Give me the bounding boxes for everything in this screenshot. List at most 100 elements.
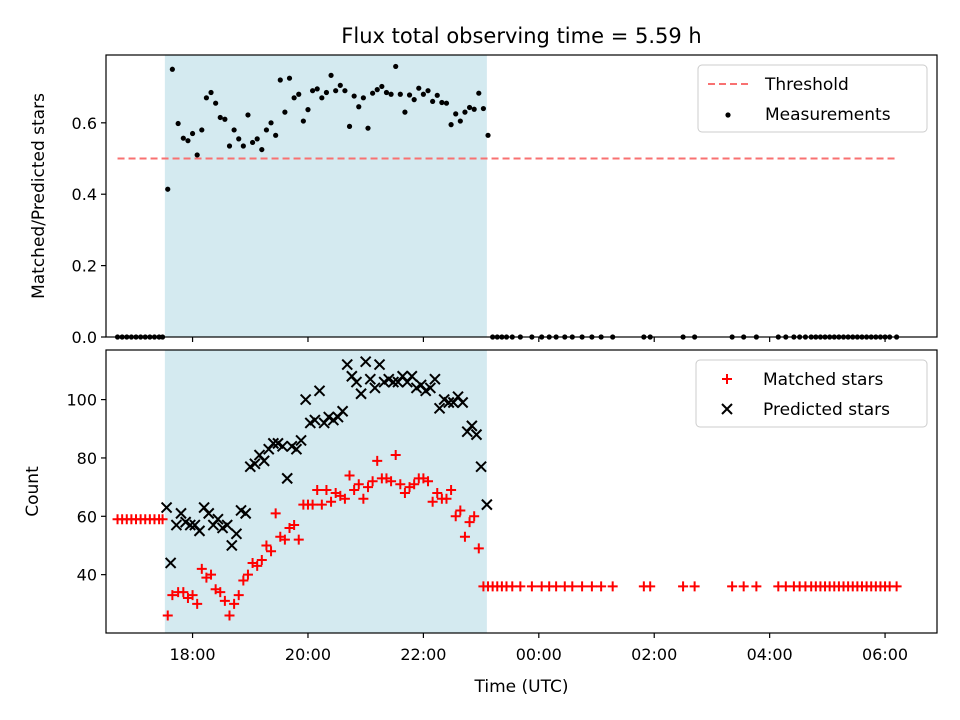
predicted-star-point [313, 385, 326, 397]
predicted-star-point [387, 376, 400, 388]
matched-star-point [219, 595, 230, 606]
predicted-star-point [212, 513, 224, 525]
matched-star-point [441, 493, 452, 504]
matched-star-point [891, 581, 902, 592]
measurement-point [448, 122, 454, 128]
y-tick-label: 0.4 [72, 185, 97, 204]
measurement-point [434, 92, 440, 98]
measurement-point [273, 132, 279, 138]
matched-star-point [187, 590, 198, 601]
matched-star-point [256, 555, 267, 566]
measurement-point [169, 66, 175, 72]
matched-star-point [446, 485, 457, 496]
matched-star-point [367, 476, 378, 487]
matched-star-point [196, 563, 207, 574]
measurement-point [314, 86, 320, 92]
measurement-point [397, 91, 403, 97]
measurement-point [485, 132, 491, 138]
legend-predicted-label: Predicted stars [763, 400, 890, 420]
measurement-point [346, 123, 353, 129]
measurement-point [383, 89, 390, 96]
measurement-point [249, 139, 256, 146]
matched-star-point [293, 534, 304, 545]
x-tick-label: 18:00 [170, 645, 216, 664]
measurement-point [222, 116, 228, 122]
matched-star-point [316, 499, 327, 510]
top-legend-box [697, 64, 928, 133]
measurement-point [185, 138, 191, 144]
matched-star-point [312, 485, 323, 496]
matched-star-point [738, 581, 749, 592]
matched-star-point [399, 487, 410, 498]
predicted-star-point [281, 472, 293, 485]
measurement-point [370, 90, 376, 96]
predicted-star-point [456, 396, 469, 409]
measurement-point [263, 127, 270, 133]
measurement-point [388, 91, 394, 97]
bottom-plot-frame [105, 349, 938, 634]
matched-star-point [596, 581, 607, 592]
measurement-point [420, 91, 426, 97]
predicted-star-point [364, 373, 377, 385]
measurement-point [462, 109, 468, 115]
measurement-point [471, 106, 477, 112]
predicted-star-point [160, 501, 173, 514]
x-axis-label: Time (UTC) [474, 677, 569, 697]
measurement-point [379, 83, 385, 90]
y-tick-label: 0.6 [72, 114, 97, 133]
predicted-star-point [249, 458, 261, 470]
count-panel: 40 60 80 100 18:00 20:00 22:00 00:00 02:00 04:00… [23, 349, 938, 697]
y-tick-label: 40 [77, 566, 97, 585]
matched-star-point [224, 610, 235, 621]
predicted-star-point [481, 498, 493, 511]
measurement-point [430, 98, 436, 105]
measurement-point [254, 136, 260, 142]
matched-star-point [607, 581, 618, 592]
measurement-point [217, 114, 223, 121]
y-tick-label: 0.2 [72, 257, 97, 276]
predicted-star-point [406, 370, 418, 382]
matched-star-point [459, 531, 470, 542]
measurement-point [282, 109, 288, 115]
measurement-point [319, 95, 325, 101]
matched-star-point [238, 575, 249, 586]
matched-star-point [192, 598, 203, 609]
measurement-point [457, 118, 463, 124]
matched-star-point [326, 496, 337, 507]
matched-star-point [386, 476, 397, 487]
predicted-star-point [193, 525, 206, 537]
matched-star-point [215, 587, 226, 598]
matched-star-point [167, 590, 178, 601]
predicted-star-point [290, 443, 303, 455]
bottom-x-axis-ticks: 18:00 20:00 22:00 00:00 02:00 04:00 06:00 [170, 633, 908, 664]
measurement-point [277, 77, 283, 83]
predicted-star-point [239, 507, 252, 520]
measurement-point [175, 120, 181, 127]
bottom-legend: Matched stars Predicted stars [695, 359, 928, 428]
matched-star-point [266, 546, 277, 557]
x-tick-label: 00:00 [516, 645, 562, 664]
y-tick-label: 80 [77, 449, 97, 468]
matched-star-point [270, 508, 281, 519]
predicted-star-point [203, 507, 215, 520]
predicted-star-point [336, 405, 349, 417]
matched-star-point [751, 581, 762, 592]
matched-star-point [473, 543, 484, 554]
predicted-star-point [424, 382, 437, 394]
legend-matched-label: Matched stars [763, 370, 883, 390]
matched-star-point [469, 511, 480, 522]
measurement-point [226, 143, 233, 149]
legend-x-marker [721, 403, 733, 415]
matched-star-point [515, 581, 526, 592]
matched-star-point [450, 511, 461, 522]
matched-star-point [427, 496, 438, 507]
bottom-y-axis-ticks: 40 60 80 100 [66, 391, 106, 585]
matched-star-point [242, 569, 253, 580]
measurement-point [342, 88, 348, 94]
matched-star-point [362, 482, 373, 493]
matched-star-point [390, 450, 401, 461]
legend-matched-swatch [722, 374, 732, 384]
x-tick-label: 22:00 [400, 645, 446, 664]
predicted-stars-points [160, 355, 493, 569]
